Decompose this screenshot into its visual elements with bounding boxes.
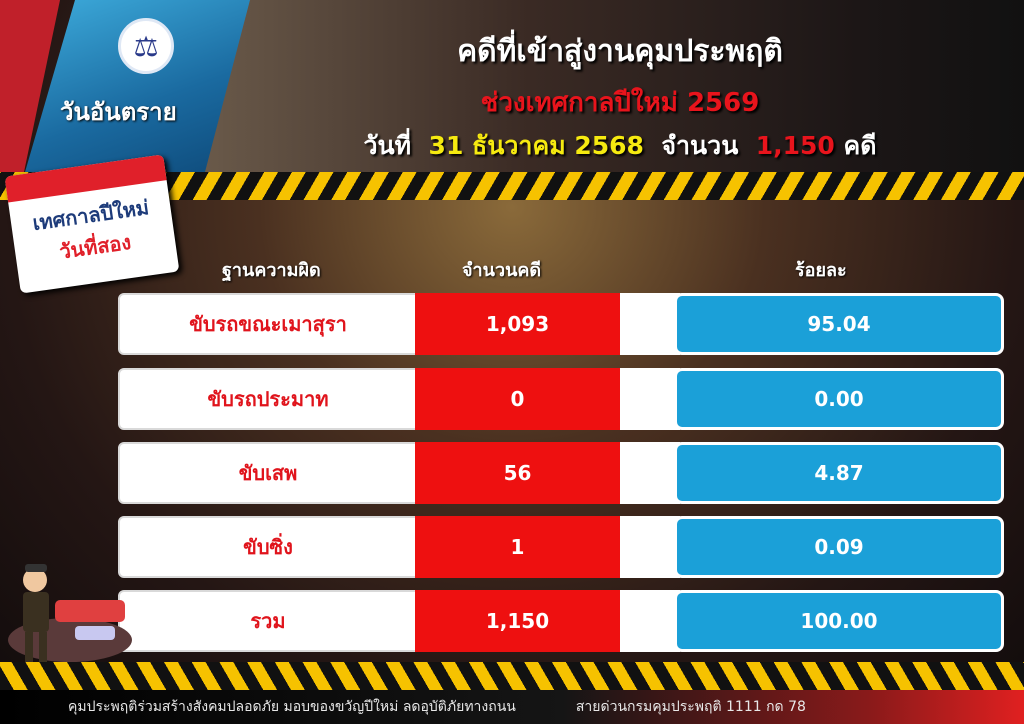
offense-name: ขับเสพ (118, 442, 418, 504)
footer: คุมประพฤติร่วมสร้างสังคมปลอดภัย มอบของขว… (0, 690, 1024, 724)
department-logo-icon: ⚖ (118, 18, 174, 74)
brand-label: วันอันตราย (60, 98, 177, 126)
date-value: 31 ธันวาคม 2568 (428, 131, 644, 160)
table-row: ขับรถขณะเมาสุรา 1,093 95.04 (118, 293, 1008, 355)
footer-slogan: คุมประพฤติร่วมสร้างสังคมปลอดภัย มอบของขว… (68, 699, 516, 715)
hazard-stripe-bottom (0, 662, 1024, 690)
header-offense: ฐานความผิด (222, 260, 321, 281)
case-count: 56 (415, 442, 620, 504)
table-row: ขับซิ่ง 1 0.09 (118, 516, 1008, 578)
calendar-icon: เทศกาลปีใหม่ วันที่สอง (4, 154, 180, 294)
header-photo (200, 0, 1024, 172)
case-count: 0 (415, 368, 620, 430)
footer-hotline: สายด่วนกรมคุมประพฤติ 1111 กด 78 (575, 699, 806, 715)
date-line: วันที่ 31 ธันวาคม 2568 จำนวน 1,150 คดี (260, 126, 980, 166)
total-count: 1,150 (755, 131, 835, 160)
table-row: ขับเสพ 56 4.87 (118, 442, 1008, 504)
case-percent: 4.87 (674, 442, 1004, 504)
header-percent: ร้อยละ (795, 260, 847, 281)
date-prefix: วันที่ (363, 131, 412, 160)
case-percent: 0.00 (674, 368, 1004, 430)
case-percent: 95.04 (674, 293, 1004, 355)
count-prefix: จำนวน (661, 131, 739, 160)
hazard-stripe-top (0, 172, 1024, 200)
case-count: 1,150 (415, 590, 620, 652)
header-count: จำนวนคดี (462, 260, 542, 281)
offense-name: ขับซิ่ง (118, 516, 418, 578)
page-title: คดีที่เข้าสู่งานคุมประพฤติ (457, 34, 783, 69)
police-mascot-icon (8, 564, 132, 662)
page-subtitle: ช่วงเทศกาลปีใหม่ 2569 (480, 88, 760, 118)
offense-name: รวม (118, 590, 418, 652)
case-percent: 100.00 (674, 590, 1004, 652)
table-row: ขับรถประมาท 0 0.00 (118, 368, 1008, 430)
table-row-total: รวม 1,150 100.00 (118, 590, 1008, 652)
case-percent: 0.09 (674, 516, 1004, 578)
case-count: 1 (415, 516, 620, 578)
count-suffix: คดี (843, 131, 877, 160)
offense-name: ขับรถขณะเมาสุรา (118, 293, 418, 355)
case-count: 1,093 (415, 293, 620, 355)
offense-name: ขับรถประมาท (118, 368, 418, 430)
